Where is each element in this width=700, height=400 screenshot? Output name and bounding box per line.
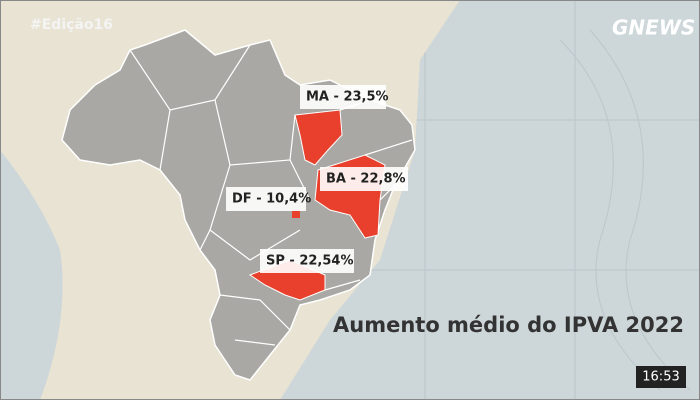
title: Aumento médio do IPVA 2022 — [333, 313, 684, 337]
watermark: #Edição16 — [30, 17, 113, 33]
state-ma — [294, 109, 343, 166]
label-box — [300, 85, 386, 109]
state-label: MA - 23,5% — [306, 90, 389, 105]
state-label: SP - 22,54% — [266, 254, 353, 269]
state-df — [292, 211, 300, 218]
state-label: BA - 22,8% — [326, 172, 406, 187]
label-box — [260, 249, 354, 273]
label-box — [226, 187, 306, 211]
label-box — [320, 167, 408, 191]
logo: GNEWS — [612, 16, 695, 40]
pacific — [0, 150, 63, 400]
clock-box — [636, 366, 686, 388]
state-label: DF - 10,4% — [232, 192, 311, 207]
clock: 16:53 — [642, 370, 679, 385]
